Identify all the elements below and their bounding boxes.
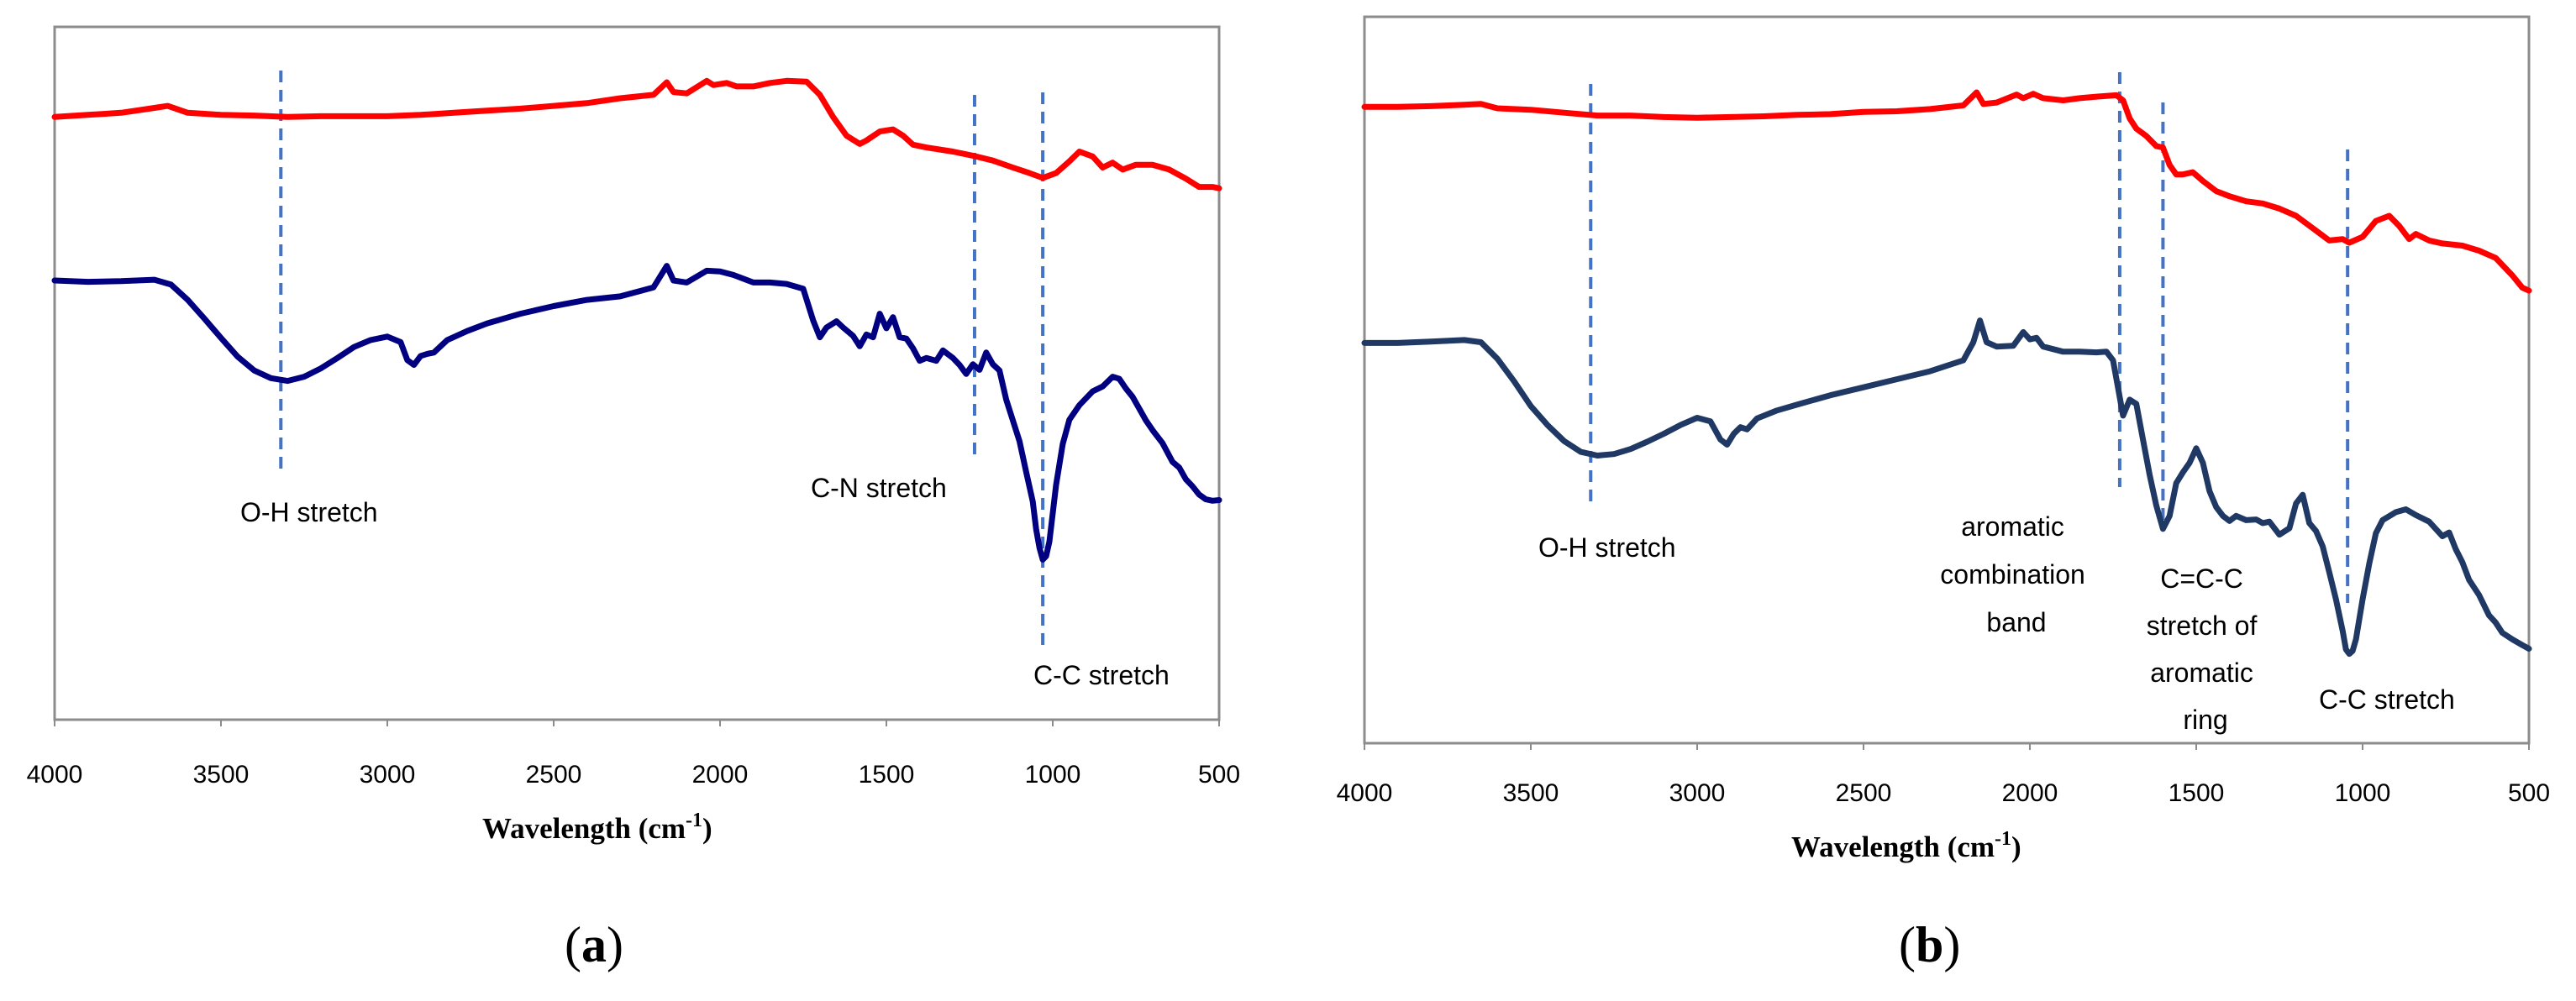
annotation-oh-a: O-H stretch	[240, 497, 378, 527]
x-tick-label-b-1500: 1500	[2169, 779, 2225, 807]
series-line-b-upper	[1361, 89, 2532, 294]
x-axis-ticks-a: 4000 3500 3000 2500 2000 1500 1000 500	[27, 720, 1240, 789]
x-tick-label-a-1500: 1500	[859, 761, 915, 789]
annotation-lines-b	[1589, 72, 2350, 603]
annotation-ccc-b: C=C-C stretch of aromatic ring	[2147, 563, 2265, 735]
panel-caption-b: (b)	[1899, 917, 1960, 972]
x-axis-label-b: Wavelength (cm-1)	[1791, 828, 2021, 863]
series-line-a-upper	[51, 77, 1222, 191]
annotation-cn-a: C-N stretch	[811, 473, 947, 503]
series-line-b-lower	[1361, 317, 2532, 658]
panel-a: 4000 3500 3000 2500 2000 1500 1000 500 O-H stre…	[27, 25, 1240, 972]
annotation-aromatic-combination-b: aromatic combination band	[1940, 511, 2092, 637]
x-tick-label-b-2000: 2000	[2002, 779, 2058, 807]
x-tick-label-a-2500: 2500	[526, 761, 582, 789]
x-tick-label-b-500: 500	[2508, 779, 2550, 807]
x-tick-label-b-3000: 3000	[1669, 779, 1726, 807]
annotation-cc-a: C-C stretch	[1033, 660, 1170, 690]
series-group-b	[1361, 89, 2532, 658]
annotation-cc-b: C-C stretch	[2319, 684, 2455, 715]
x-tick-label-a-1000: 1000	[1025, 761, 1081, 789]
x-tick-label-b-2500: 2500	[1836, 779, 1892, 807]
x-tick-label-a-500: 500	[1198, 761, 1240, 789]
x-axis-label-a: Wavelength (cm-1)	[482, 810, 712, 845]
x-tick-label-a-2000: 2000	[692, 761, 749, 789]
x-tick-label-a-3500: 3500	[193, 761, 250, 789]
x-tick-label-b-1000: 1000	[2335, 779, 2391, 807]
panel-b: 4000 3500 3000 2500 2000 1500 1000 500 O-H stre…	[1337, 15, 2550, 972]
panel-caption-a: (a)	[565, 917, 623, 972]
x-tick-label-a-3000: 3000	[360, 761, 416, 789]
x-tick-label-b-4000: 4000	[1337, 779, 1393, 807]
series-line-a-lower	[51, 263, 1222, 563]
x-tick-label-b-3500: 3500	[1503, 779, 1559, 807]
plot-frame-a	[53, 25, 1221, 721]
annotation-oh-b: O-H stretch	[1538, 532, 1676, 563]
x-tick-label-a-4000: 4000	[27, 761, 83, 789]
series-group-a	[51, 77, 1222, 563]
plot-frame-b	[1363, 15, 2531, 745]
x-axis-ticks-b: 4000 3500 3000 2500 2000 1500 1000 500	[1337, 743, 2550, 807]
